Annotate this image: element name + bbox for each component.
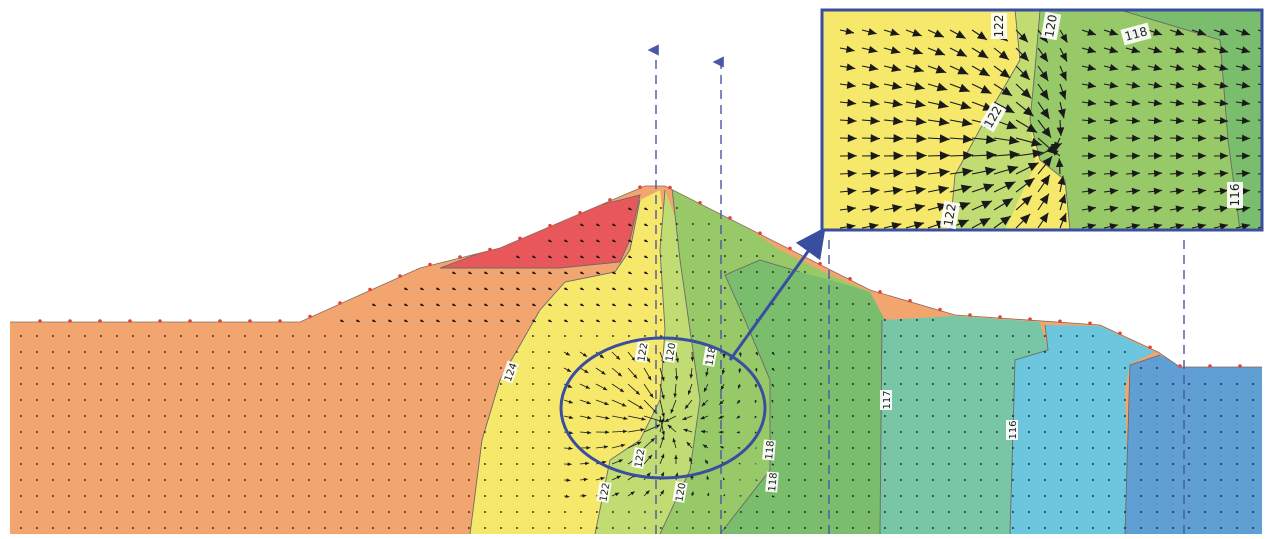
- flow-vector-head: [1264, 188, 1268, 195]
- surface-node: [968, 313, 972, 317]
- contour-label: 118: [767, 472, 780, 492]
- surface-node: [668, 186, 672, 190]
- surface-node: [1148, 345, 1152, 349]
- flow-vector-head: [1263, 82, 1268, 89]
- contour-label: 118: [764, 440, 777, 460]
- surface-node: [98, 319, 102, 323]
- surface-node: [848, 277, 852, 281]
- surface-node: [338, 301, 342, 305]
- flow-vector-head: [1264, 135, 1268, 142]
- flow-vector-head: [1264, 152, 1268, 159]
- inset-panel: [822, 10, 1268, 231]
- contour-label: 117: [882, 390, 893, 409]
- surface-node: [728, 216, 732, 220]
- flow-vector-head: [1263, 29, 1268, 36]
- surface-node: [578, 211, 582, 215]
- surface-node: [758, 231, 762, 235]
- surface-node: [1208, 364, 1212, 368]
- inset-contour-label: 116: [1228, 184, 1242, 207]
- surface-node: [878, 290, 882, 294]
- surface-node: [1088, 322, 1092, 326]
- surface-node: [308, 315, 312, 319]
- surface-node: [68, 319, 72, 323]
- surface-node: [458, 255, 462, 259]
- surface-node: [818, 262, 822, 266]
- surface-node: [188, 319, 192, 323]
- surface-node: [1238, 364, 1242, 368]
- main-section: [0, 180, 1268, 534]
- flow-vector-head: [1264, 205, 1268, 212]
- flow-vector-head: [1263, 223, 1268, 230]
- flow-vector-head: [1264, 117, 1268, 124]
- surface-node: [158, 319, 162, 323]
- contour-label: 116: [1008, 420, 1019, 439]
- surface-node: [398, 274, 402, 278]
- surface-node: [1118, 332, 1122, 336]
- inset-contour-label: 122: [992, 15, 1006, 38]
- surface-node: [278, 319, 282, 323]
- surface-node: [248, 319, 252, 323]
- zone-blue: [1125, 355, 1262, 534]
- surface-node: [548, 224, 552, 228]
- flow-vector-head: [1263, 64, 1268, 71]
- surface-node: [908, 299, 912, 303]
- surface-node: [518, 237, 522, 241]
- flow-vector-head: [1263, 46, 1268, 53]
- surface-node: [428, 263, 432, 267]
- surface-node: [998, 315, 1002, 319]
- surface-node: [218, 319, 222, 323]
- surface-node: [128, 319, 132, 323]
- surface-node: [638, 185, 642, 189]
- surface-node: [698, 201, 702, 205]
- surface-node: [938, 308, 942, 312]
- surface-node: [608, 198, 612, 202]
- surface-node: [788, 247, 792, 251]
- surface-node: [38, 319, 42, 323]
- flow-vector-head: [1264, 99, 1268, 106]
- surface-node: [368, 288, 372, 292]
- surface-node: [488, 248, 492, 252]
- surface-node: [1028, 317, 1032, 321]
- flow-vector-head: [1264, 170, 1268, 177]
- surface-node: [1058, 319, 1062, 323]
- surface-node: [1178, 364, 1182, 368]
